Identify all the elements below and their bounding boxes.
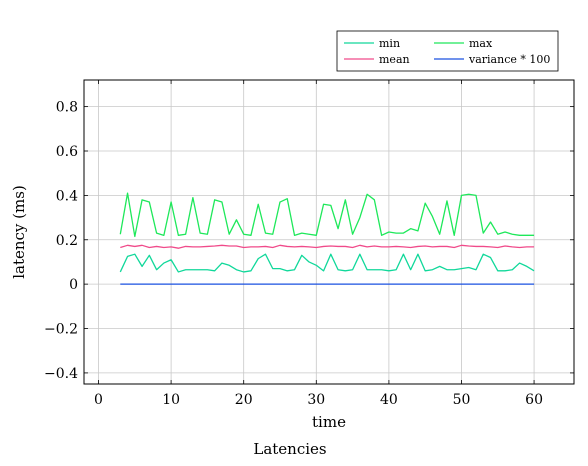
legend-label-variance-100: variance * 100 xyxy=(468,53,550,66)
axis-ticks: 0 10 20 30 40 50 60 −0.4 −0.2 0 0.2 0.4 0.6 0.8 xyxy=(44,80,574,408)
x-tick-label: 0 xyxy=(94,392,103,408)
legend-label-min: min xyxy=(379,37,400,50)
legend-box xyxy=(336,30,559,72)
y-axis-title: latency (ms) xyxy=(10,185,28,279)
chart-caption: Latencies xyxy=(253,440,326,458)
legend-label-max: max xyxy=(469,37,493,50)
x-tick-label: 40 xyxy=(380,392,398,408)
series-line-min xyxy=(119,253,535,273)
x-tick-label: 30 xyxy=(307,392,325,408)
y-tick-label: 0.2 xyxy=(56,233,78,249)
legend: min mean max variance * 100 xyxy=(336,30,559,72)
x-axis-title: time xyxy=(312,413,346,431)
y-tick-label: 0 xyxy=(69,277,78,293)
grid xyxy=(84,80,574,384)
x-tick-label: 10 xyxy=(162,392,180,408)
plot-frame xyxy=(83,79,575,385)
x-tick-label: 60 xyxy=(525,392,543,408)
series-line-mean xyxy=(120,244,535,249)
x-tick-label: 50 xyxy=(453,392,471,408)
x-tick-label: 20 xyxy=(235,392,253,408)
y-tick-label: −0.4 xyxy=(44,366,78,382)
series-lines xyxy=(119,192,535,285)
y-tick-label: 0.6 xyxy=(56,144,78,160)
series-line-max xyxy=(119,192,535,238)
y-tick-label: 0.4 xyxy=(56,188,78,204)
legend-label-mean: mean xyxy=(379,53,410,66)
y-tick-label: 0.8 xyxy=(56,100,78,116)
y-tick-label: −0.2 xyxy=(44,322,78,338)
